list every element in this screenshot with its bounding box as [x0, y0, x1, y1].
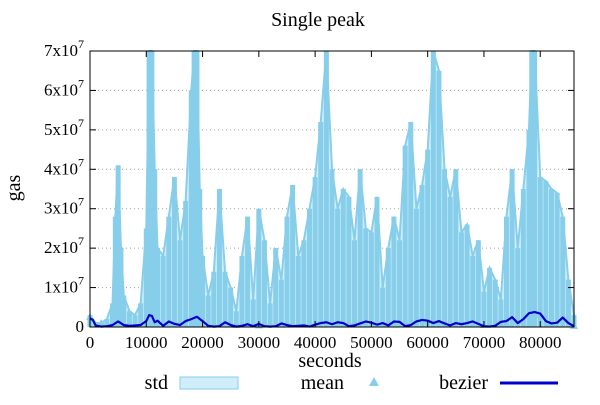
legend-marker-mean [369, 377, 379, 386]
mean-point [468, 320, 477, 328]
y-tick-label-6: 6x107 [44, 76, 84, 99]
y-tick-label-7: 7x107 [44, 37, 84, 60]
x-tick-label-3: 30000 [238, 333, 281, 352]
bezier-line [89, 310, 575, 328]
x-tick-label-8: 80000 [519, 333, 562, 352]
x-tick-label-1: 10000 [125, 333, 168, 352]
mean-point [502, 319, 511, 327]
y-tick-label-5: 5x107 [44, 116, 84, 139]
mean-point [97, 319, 106, 327]
mean-point [558, 315, 567, 323]
x-tick-label-7: 70000 [463, 333, 506, 352]
x-tick-label-6: 60000 [406, 333, 449, 352]
std-upper-edge [89, 50, 575, 325]
y-axis-ticks: 0 1x107 2x107 3x107 4x107 5x107 6x107 7x107 [44, 37, 574, 336]
legend-label-mean: mean [301, 372, 344, 394]
legend-label-std: std [145, 372, 168, 394]
y-tick-label-0: 0 [76, 317, 85, 336]
std-layer [87, 50, 577, 327]
chart-title: Single peak [271, 9, 365, 31]
x-tick-label-2: 20000 [181, 333, 224, 352]
y-axis-label: gas [3, 174, 25, 201]
bezier-layer [89, 310, 575, 328]
mean-point [401, 317, 410, 325]
y-tick-label-1: 1x107 [44, 274, 84, 297]
y-tick-label-4: 4x107 [44, 155, 84, 178]
y-tick-label-3: 3x107 [44, 195, 84, 218]
legend-label-bezier: bezier [439, 372, 488, 394]
x-tick-label-0: 0 [86, 333, 95, 352]
mean-point [389, 319, 398, 327]
x-tick-label-5: 50000 [350, 333, 393, 352]
x-axis-ticks: 0 10000 20000 30000 40000 50000 60000 70000 8000… [86, 51, 562, 352]
legend-swatch-std [179, 376, 239, 390]
legend: std mean bezier [145, 372, 558, 394]
x-axis-label: seconds [298, 350, 362, 372]
y-tick-label-2: 2x107 [44, 234, 84, 257]
x-tick-label-4: 40000 [294, 333, 337, 352]
plot-frame [89, 50, 575, 328]
